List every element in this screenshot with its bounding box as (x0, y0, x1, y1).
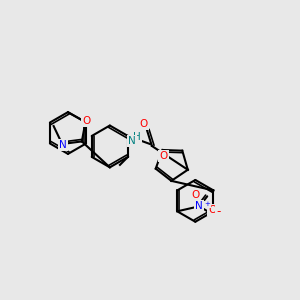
Text: N: N (59, 140, 67, 150)
Text: +: + (204, 201, 210, 207)
Text: O: O (140, 119, 148, 129)
Text: N: N (128, 136, 136, 146)
Text: -: - (216, 205, 220, 218)
Text: H: H (133, 132, 141, 142)
Text: O: O (191, 190, 200, 200)
Text: O: O (208, 205, 216, 215)
Text: O: O (82, 116, 91, 126)
Text: N: N (195, 201, 203, 211)
Text: O: O (159, 151, 168, 161)
